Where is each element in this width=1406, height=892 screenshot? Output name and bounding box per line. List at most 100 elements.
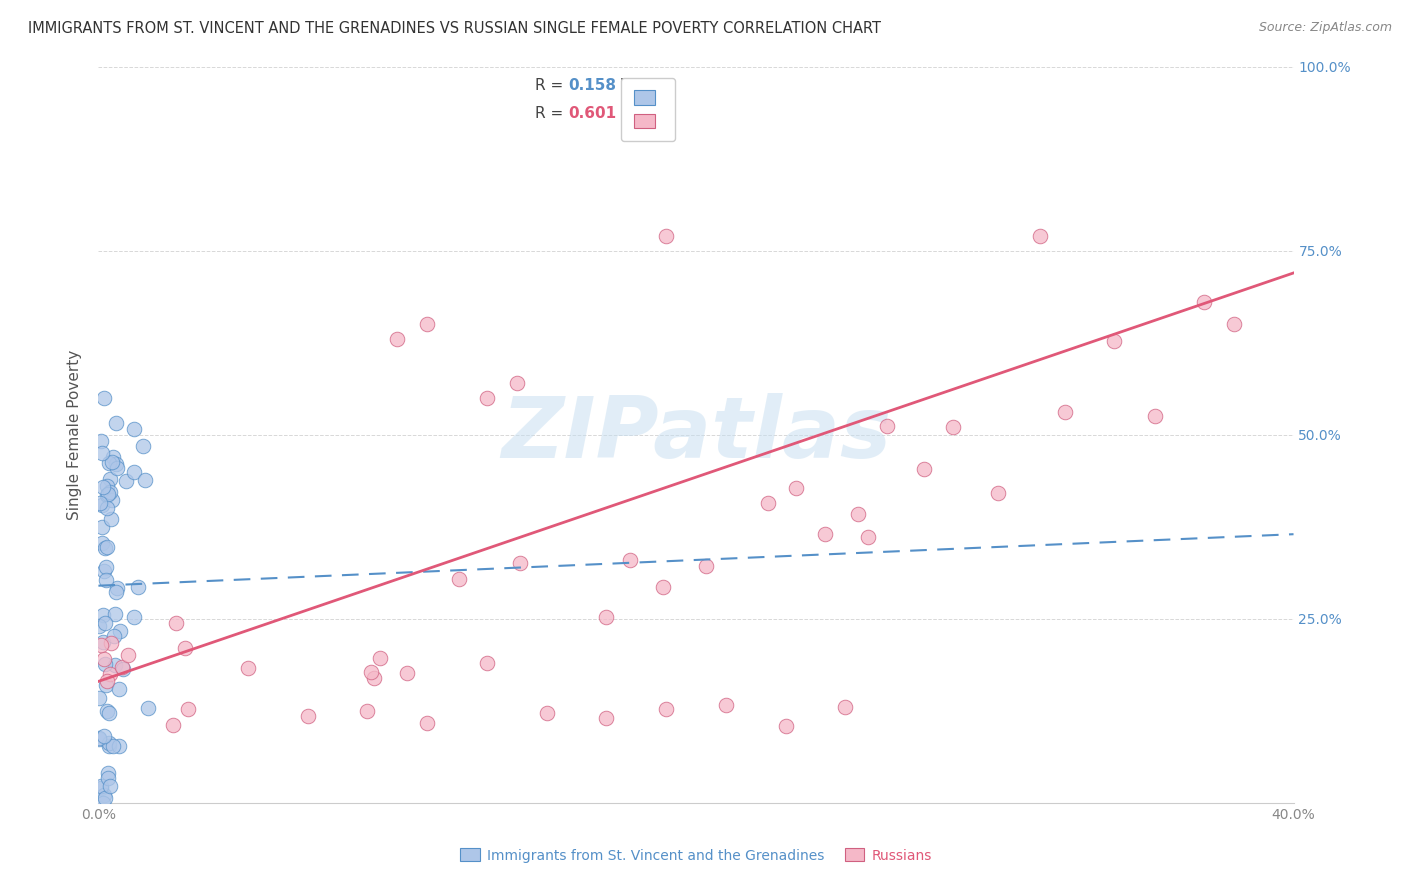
Point <box>94 790 117 805</box>
Point <box>98 484 121 499</box>
Point <box>89 732 111 747</box>
Point <box>756 496 779 510</box>
Point <box>91 498 114 512</box>
Legend: Immigrants from St. Vincent and the Grenadines, Russians: Immigrants from St. Vincent and the Gren… <box>453 841 939 870</box>
Point <box>1143 409 1166 424</box>
Point <box>96 479 118 493</box>
Point <box>90 638 112 652</box>
Point <box>110 624 132 638</box>
Point <box>506 376 529 391</box>
Point <box>104 416 127 430</box>
Point <box>1028 229 1050 244</box>
Point <box>122 465 145 479</box>
Point <box>90 520 112 534</box>
Point <box>122 422 145 436</box>
Point <box>385 332 409 346</box>
Point <box>96 705 118 719</box>
Point <box>876 419 898 434</box>
Point <box>162 718 184 732</box>
Point <box>94 541 117 555</box>
Point <box>370 651 392 665</box>
Point <box>595 610 617 624</box>
Point <box>96 560 118 574</box>
Point <box>834 699 856 714</box>
Point <box>103 739 125 754</box>
Point <box>101 492 124 507</box>
Point <box>297 708 319 723</box>
Text: N =: N = <box>610 78 654 93</box>
Point <box>94 657 117 671</box>
Point <box>619 553 641 567</box>
Point <box>87 731 110 745</box>
Point <box>695 558 717 573</box>
Text: 52: 52 <box>645 106 668 121</box>
Point <box>814 527 837 541</box>
Point <box>97 735 120 749</box>
Point <box>127 580 149 594</box>
Point <box>856 530 879 544</box>
Point <box>475 656 498 670</box>
Point <box>100 636 122 650</box>
Point <box>91 480 114 494</box>
Point <box>986 486 1008 500</box>
Point <box>93 635 115 649</box>
Y-axis label: Single Female Poverty: Single Female Poverty <box>67 350 83 520</box>
Point <box>91 446 114 460</box>
Point <box>846 507 869 521</box>
Point <box>93 564 115 578</box>
Point <box>97 765 120 780</box>
Point <box>475 391 498 405</box>
Point <box>89 690 111 705</box>
Point <box>236 661 259 675</box>
Point <box>714 698 737 712</box>
Point <box>416 318 439 332</box>
Point <box>165 615 187 630</box>
Point <box>416 716 439 731</box>
Point <box>942 420 965 434</box>
Point <box>775 719 797 733</box>
Point <box>107 739 129 753</box>
Point <box>93 652 115 666</box>
Point <box>101 455 124 469</box>
Point <box>134 473 156 487</box>
Text: ZIPatlas: ZIPatlas <box>501 393 891 476</box>
Point <box>96 573 118 587</box>
Point <box>114 474 136 488</box>
Point <box>111 662 134 676</box>
Point <box>96 501 118 516</box>
Text: R =: R = <box>534 106 568 121</box>
Text: R =: R = <box>534 78 568 93</box>
Point <box>96 541 118 555</box>
Point <box>103 450 125 464</box>
Point <box>98 779 121 793</box>
Point <box>96 487 118 501</box>
Point <box>91 536 114 550</box>
Point <box>1102 334 1125 348</box>
Point <box>98 457 121 471</box>
Point <box>509 557 531 571</box>
Point <box>111 659 134 673</box>
Point <box>132 439 155 453</box>
Point <box>105 457 128 471</box>
Point <box>395 665 418 680</box>
Point <box>104 607 127 622</box>
Point <box>914 462 936 476</box>
Point <box>90 434 112 449</box>
Point <box>94 678 117 692</box>
Point <box>173 641 195 656</box>
Point <box>124 610 146 624</box>
Point <box>536 706 558 721</box>
Point <box>89 496 111 510</box>
Point <box>104 657 127 672</box>
Text: IMMIGRANTS FROM ST. VINCENT AND THE GRENADINES VS RUSSIAN SINGLE FEMALE POVERTY : IMMIGRANTS FROM ST. VINCENT AND THE GREN… <box>28 21 882 36</box>
Point <box>90 781 112 796</box>
Point <box>363 671 385 685</box>
Point <box>356 704 378 718</box>
Point <box>449 572 471 586</box>
Text: 0.158: 0.158 <box>568 78 616 93</box>
Point <box>595 711 617 725</box>
Point <box>117 648 139 662</box>
Text: 0.601: 0.601 <box>568 106 616 121</box>
Point <box>91 608 114 623</box>
Point <box>105 460 128 475</box>
